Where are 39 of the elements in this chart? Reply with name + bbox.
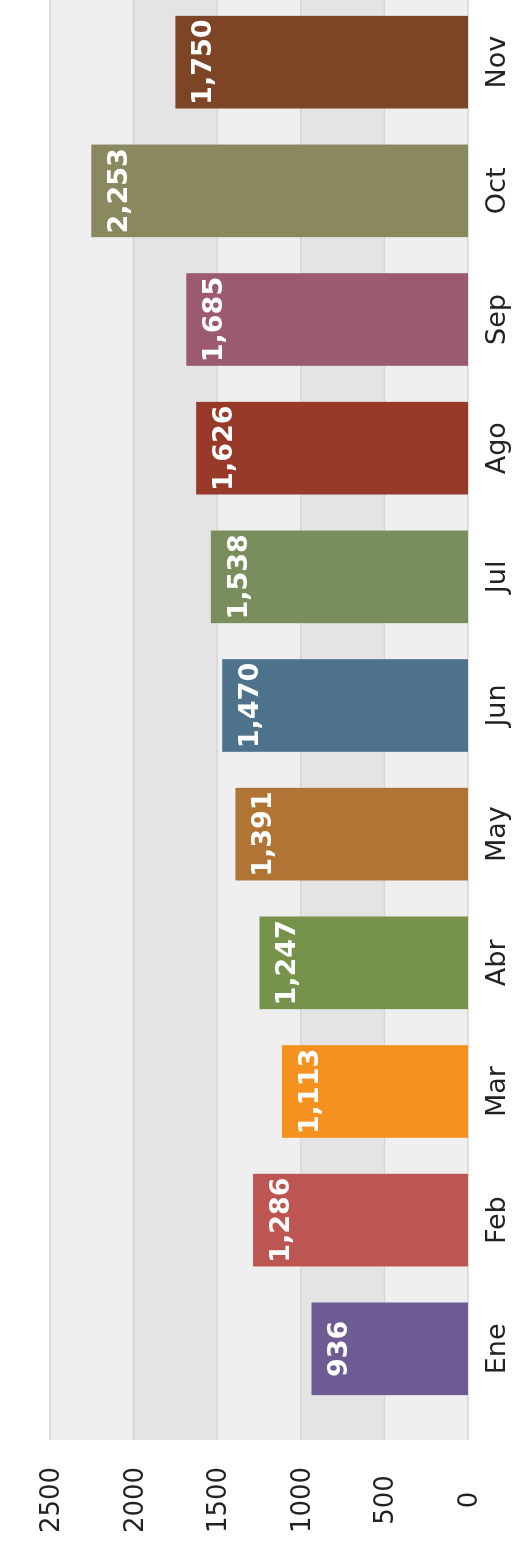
x-tick-label: 1000	[285, 1466, 316, 1534]
data-label: 1,391	[246, 791, 278, 877]
data-label: 2,253	[102, 148, 134, 234]
data-label: 936	[322, 1320, 354, 1377]
data-label: 1,626	[207, 405, 239, 491]
y-tick-label: Nov	[480, 35, 511, 89]
bar	[259, 916, 468, 1010]
x-tick-label: 0	[453, 1491, 483, 1509]
y-tick-label: Ago	[480, 422, 511, 475]
bar	[186, 273, 468, 366]
bar	[91, 144, 468, 238]
y-tick-label: Oct	[480, 167, 511, 215]
bar	[311, 1302, 468, 1396]
bar	[222, 659, 468, 752]
x-tick-label: 2500	[35, 1466, 65, 1534]
x-tick-label: 1500	[202, 1466, 233, 1534]
y-tick-label: Feb	[480, 1196, 511, 1245]
data-label: 1,247	[270, 920, 302, 1006]
y-tick-label: May	[480, 806, 511, 863]
x-tick-label: 2000	[118, 1466, 149, 1534]
y-tick-label: Jun	[480, 684, 511, 729]
bar	[235, 787, 468, 881]
data-label: 1,113	[292, 1048, 324, 1135]
data-label: 1,538	[221, 534, 253, 620]
bar	[281, 1045, 468, 1138]
x-tick-label: 500	[369, 1475, 400, 1525]
y-tick-label: Jul	[480, 560, 511, 596]
y-tick-label: Abr	[480, 938, 511, 987]
data-label: 1,750	[186, 19, 218, 105]
bar	[210, 530, 468, 624]
y-tick-label: Ene	[480, 1323, 511, 1375]
y-tick-label: Sep	[480, 294, 511, 345]
bar	[196, 401, 468, 495]
data-label: 1,286	[263, 1177, 295, 1263]
bar	[252, 1173, 468, 1267]
data-label: 1,685	[197, 276, 229, 363]
bar	[175, 15, 468, 109]
data-label: 1,470	[233, 662, 265, 749]
y-tick-label: Mar	[480, 1065, 511, 1117]
